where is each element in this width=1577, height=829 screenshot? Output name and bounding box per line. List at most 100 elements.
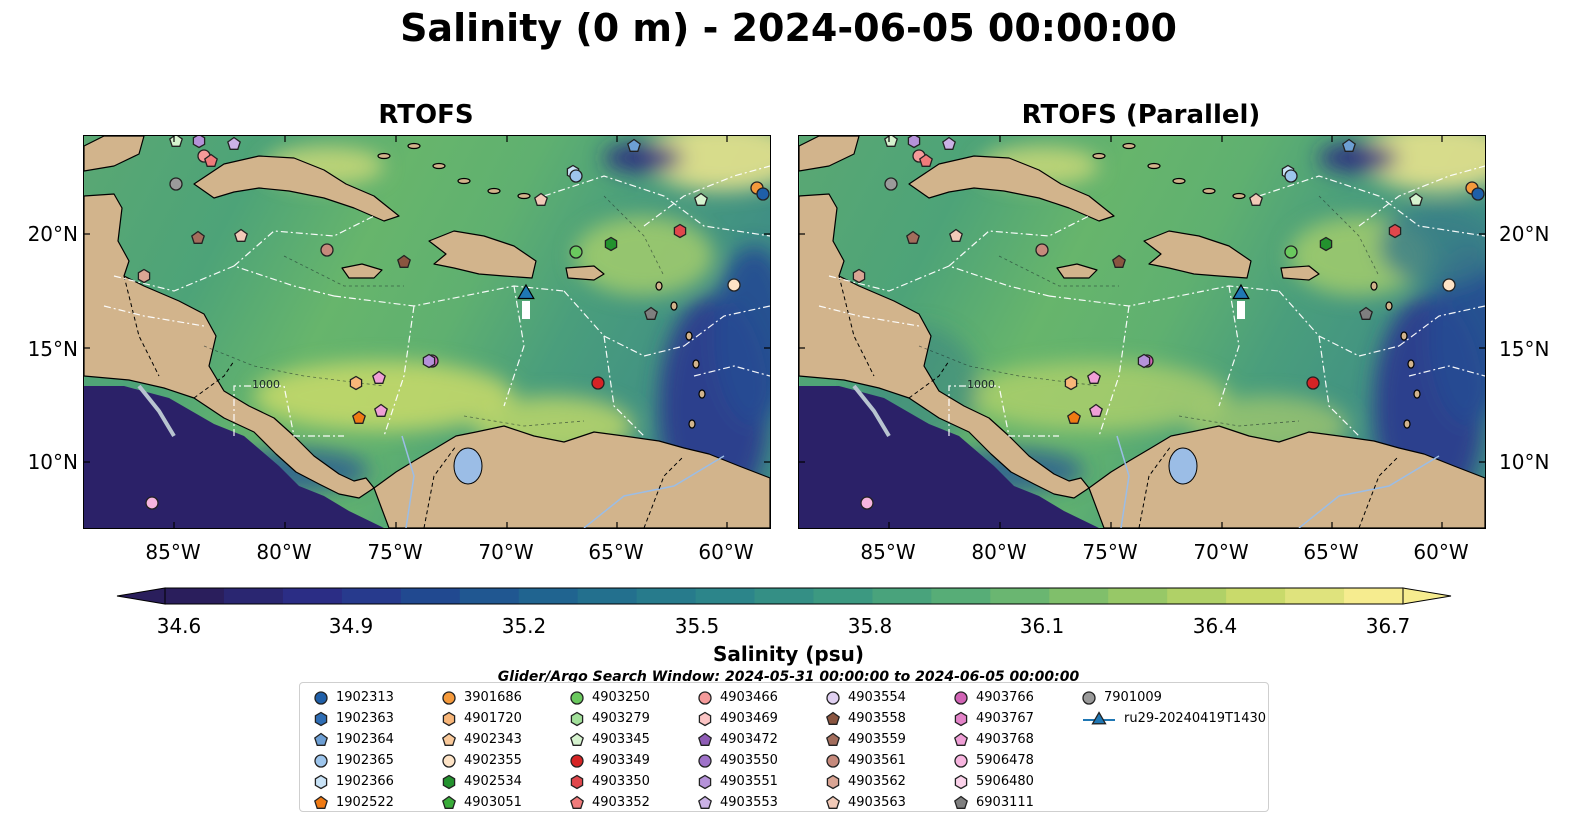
legend-item[interactable]: 1902366 bbox=[314, 771, 394, 792]
float-marker-1902522[interactable] bbox=[1067, 410, 1081, 424]
legend-circle-icon[interactable] bbox=[314, 690, 328, 705]
legend-pentagon-icon[interactable] bbox=[442, 795, 456, 809]
float-marker-4903558[interactable] bbox=[1112, 254, 1126, 268]
legend-hexagon-icon[interactable] bbox=[570, 711, 584, 726]
legend-pentagon-icon[interactable] bbox=[442, 732, 456, 746]
legend-item[interactable]: 4903051 bbox=[442, 792, 522, 813]
float-marker-1902365[interactable] bbox=[1284, 169, 1298, 183]
legend-item[interactable]: 4903345 bbox=[570, 729, 650, 750]
legend-pentagon-icon[interactable] bbox=[570, 732, 584, 746]
legend-hexagon-icon[interactable] bbox=[698, 774, 712, 789]
legend-item[interactable]: 4903553 bbox=[698, 792, 778, 813]
legend-hexagon-icon[interactable] bbox=[954, 774, 968, 789]
float-marker-4901720[interactable] bbox=[1064, 375, 1078, 391]
float-marker-4903768[interactable] bbox=[1089, 403, 1103, 417]
legend-hexagon-icon[interactable] bbox=[314, 711, 328, 726]
legend-circle-icon[interactable] bbox=[826, 690, 840, 705]
legend-item[interactable]: 5906480 bbox=[954, 771, 1034, 792]
legend-item[interactable]: 4903563 bbox=[826, 792, 906, 813]
float-marker-4903768[interactable] bbox=[372, 370, 386, 384]
legend-item[interactable]: 4903551 bbox=[698, 771, 778, 792]
float-marker-4903551[interactable] bbox=[192, 136, 206, 149]
legend-item[interactable]: 4903250 bbox=[570, 687, 650, 708]
legend-hexagon-icon[interactable] bbox=[314, 774, 328, 789]
legend-item[interactable]: 4903768 bbox=[954, 729, 1034, 750]
legend-circle-icon[interactable] bbox=[954, 690, 968, 705]
float-marker-5906478[interactable] bbox=[860, 496, 874, 510]
float-marker-5906478[interactable] bbox=[145, 496, 159, 510]
legend-item[interactable]: 4902343 bbox=[442, 729, 522, 750]
float-marker-4903350[interactable] bbox=[1388, 223, 1402, 239]
legend-pentagon-icon[interactable] bbox=[570, 795, 584, 809]
legend-item[interactable]: 4901720 bbox=[442, 708, 522, 729]
legend-circle-icon[interactable] bbox=[442, 753, 456, 768]
legend-item[interactable]: 4903352 bbox=[570, 792, 650, 813]
float-marker-4903349[interactable] bbox=[591, 376, 605, 390]
legend-pentagon-icon[interactable] bbox=[314, 732, 328, 746]
float-marker-7901009[interactable] bbox=[884, 177, 898, 191]
float-marker-4902355[interactable] bbox=[727, 278, 741, 292]
map-panel-rtofs[interactable]: 1000 bbox=[83, 135, 771, 529]
float-marker-4903563[interactable] bbox=[234, 228, 248, 242]
float-marker-4903345[interactable] bbox=[694, 192, 708, 206]
legend-circle-icon[interactable] bbox=[570, 690, 584, 705]
glider-ru29-marker[interactable] bbox=[517, 283, 535, 300]
legend-pentagon-icon[interactable] bbox=[314, 795, 328, 809]
legend-triangle-icon[interactable] bbox=[1091, 710, 1107, 724]
legend-item[interactable]: 4902355 bbox=[442, 750, 522, 771]
float-marker-7901009[interactable] bbox=[169, 177, 183, 191]
float-marker-4903553[interactable] bbox=[227, 136, 241, 150]
float-marker-4903349[interactable] bbox=[1306, 376, 1320, 390]
legend-item[interactable]: 4903550 bbox=[698, 750, 778, 771]
float-marker-1902364[interactable] bbox=[1342, 138, 1356, 152]
legend-item[interactable]: 4903767 bbox=[954, 708, 1034, 729]
legend-item[interactable]: 1902522 bbox=[314, 792, 394, 813]
float-marker-4903352[interactable] bbox=[204, 153, 218, 167]
legend-item[interactable]: 6903111 bbox=[954, 792, 1034, 813]
legend-hexagon-icon[interactable] bbox=[826, 774, 840, 789]
float-marker-4903768[interactable] bbox=[374, 403, 388, 417]
float-marker-4903352[interactable] bbox=[919, 153, 933, 167]
legend-item[interactable]: 4903561 bbox=[826, 750, 906, 771]
float-marker-1902313[interactable] bbox=[756, 187, 770, 201]
float-marker-4903345[interactable] bbox=[884, 136, 898, 147]
legend-item[interactable]: 4903350 bbox=[570, 771, 650, 792]
float-marker-4903768[interactable] bbox=[1087, 370, 1101, 384]
float-marker-4903558[interactable] bbox=[397, 254, 411, 268]
legend-hexagon-icon[interactable] bbox=[954, 711, 968, 726]
float-marker-4903561[interactable] bbox=[1035, 243, 1049, 257]
float-marker-4903559[interactable] bbox=[906, 230, 920, 244]
legend-pentagon-icon[interactable] bbox=[826, 732, 840, 746]
salinity-map-rtofs-parallel[interactable]: 1000 bbox=[799, 136, 1485, 528]
legend-pentagon-icon[interactable] bbox=[698, 795, 712, 809]
map-panel-rtofs-parallel[interactable]: 1000 bbox=[798, 135, 1486, 529]
legend-item[interactable]: 4903558 bbox=[826, 708, 906, 729]
legend-circle-icon[interactable] bbox=[314, 753, 328, 768]
float-marker-4903553[interactable] bbox=[942, 136, 956, 150]
legend-pentagon-icon[interactable] bbox=[698, 732, 712, 746]
salinity-map-rtofs[interactable]: 1000 bbox=[84, 136, 770, 528]
float-marker-4901720[interactable] bbox=[349, 375, 363, 391]
float-marker-4903562[interactable] bbox=[852, 268, 866, 284]
legend-item[interactable]: 4903559 bbox=[826, 729, 906, 750]
float-marker-4902534[interactable] bbox=[1319, 236, 1333, 252]
float-marker-4903563[interactable] bbox=[1249, 192, 1263, 206]
float-marker-4903563[interactable] bbox=[949, 228, 963, 242]
legend-circle-icon[interactable] bbox=[698, 690, 712, 705]
legend-item[interactable]: 4902534 bbox=[442, 771, 522, 792]
legend-item[interactable]: 4903466 bbox=[698, 687, 778, 708]
legend-circle-icon[interactable] bbox=[698, 753, 712, 768]
float-marker-4902355[interactable] bbox=[1442, 278, 1456, 292]
legend-pentagon-icon[interactable] bbox=[954, 732, 968, 746]
legend-item[interactable]: 4903469 bbox=[698, 708, 778, 729]
float-marker-4903563[interactable] bbox=[534, 192, 548, 206]
float-marker-6903111[interactable] bbox=[644, 306, 658, 320]
legend-item[interactable]: 7901009 bbox=[1082, 687, 1266, 708]
float-marker-4903345[interactable] bbox=[169, 136, 183, 147]
legend-pentagon-icon[interactable] bbox=[826, 711, 840, 725]
float-marker-1902522[interactable] bbox=[352, 410, 366, 424]
float-marker-4903561[interactable] bbox=[320, 243, 334, 257]
float-marker-4903559[interactable] bbox=[191, 230, 205, 244]
legend-hexagon-icon[interactable] bbox=[442, 711, 456, 726]
legend-item[interactable]: 4903766 bbox=[954, 687, 1034, 708]
